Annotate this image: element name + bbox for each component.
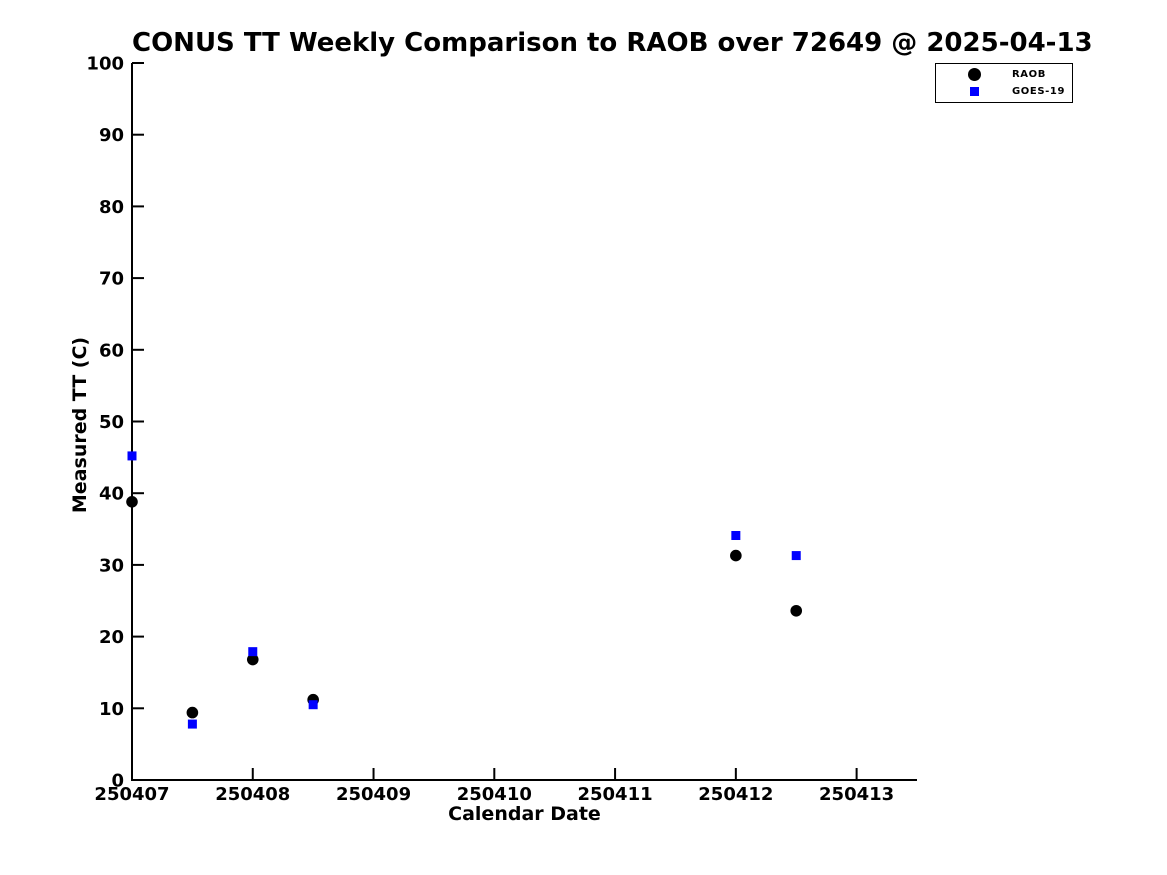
goes-19-marker xyxy=(127,451,137,461)
raob-marker xyxy=(246,653,259,666)
legend-item-raob: RAOB xyxy=(936,67,1072,82)
y-tick-label: 80 xyxy=(99,197,124,218)
raob-marker xyxy=(186,706,199,719)
goes-19-marker xyxy=(187,719,197,729)
axis-spines xyxy=(131,63,917,781)
y-tick-label: 70 xyxy=(99,269,124,290)
legend-item-goes-19: GOES-19 xyxy=(936,84,1072,99)
goes-19-legend-marker-icon xyxy=(936,87,1012,97)
y-tick-label: 20 xyxy=(99,627,124,648)
legend-label-raob: RAOB xyxy=(1012,68,1046,80)
x-axis-label: Calendar Date xyxy=(448,803,601,825)
x-tick-label: 250411 xyxy=(577,784,652,805)
y-tick-label: 10 xyxy=(99,699,124,720)
y-tick-label: 90 xyxy=(99,125,124,146)
raob-marker xyxy=(730,549,742,562)
y-tick-label: 30 xyxy=(99,555,124,576)
raob-marker xyxy=(126,496,138,508)
x-tick-label: 250412 xyxy=(698,784,773,805)
y-tick-label: 0 xyxy=(111,771,124,792)
x-tick-label: 250410 xyxy=(457,784,532,805)
goes-19-marker xyxy=(248,647,258,657)
goes-19-marker xyxy=(308,700,318,710)
goes-19-marker xyxy=(791,551,801,561)
raob-marker xyxy=(790,604,803,617)
legend-label-goes-19: GOES-19 xyxy=(1012,86,1066,98)
goes-19-marker xyxy=(731,531,741,541)
y-tick-label: 50 xyxy=(99,412,124,433)
y-tick-label: 100 xyxy=(86,54,124,75)
legend: RAOB GOES-19 xyxy=(935,63,1073,103)
x-tick-label: 250413 xyxy=(819,784,894,805)
x-tick-label: 250408 xyxy=(215,784,290,805)
raob-legend-marker-icon xyxy=(936,67,1012,81)
y-tick-label: 40 xyxy=(99,484,124,505)
y-tick-label: 60 xyxy=(99,340,124,361)
x-tick-label: 250407 xyxy=(94,784,169,805)
x-tick-label: 250409 xyxy=(336,784,411,805)
